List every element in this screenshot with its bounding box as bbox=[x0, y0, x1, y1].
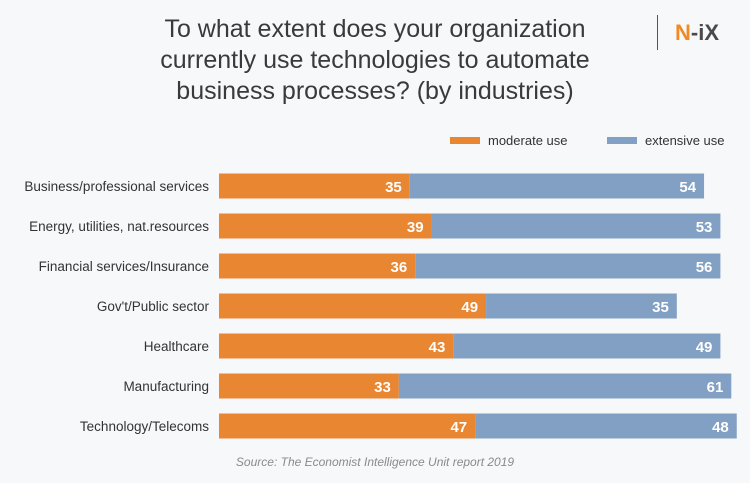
bar-moderate bbox=[219, 373, 399, 399]
bar-extensive bbox=[431, 213, 721, 239]
data-label: 49 bbox=[461, 299, 478, 316]
category-label: Manufacturing bbox=[123, 379, 209, 394]
data-label: 61 bbox=[707, 379, 724, 396]
bar-extensive bbox=[398, 373, 732, 399]
data-label: 56 bbox=[696, 259, 713, 276]
data-label: 49 bbox=[696, 339, 713, 356]
category-label: Business/professional services bbox=[24, 179, 209, 194]
logo-divider bbox=[657, 15, 658, 50]
bar-extensive bbox=[453, 333, 721, 359]
data-label: 36 bbox=[391, 259, 408, 276]
chart-title: To what extent does your organization cu… bbox=[160, 15, 590, 105]
bar-moderate bbox=[219, 253, 416, 279]
data-label: 33 bbox=[374, 379, 391, 396]
n-ix-logo: N-iX bbox=[675, 20, 720, 45]
category-label: Technology/Telecoms bbox=[80, 419, 209, 434]
bar-moderate bbox=[219, 173, 410, 199]
data-label: 54 bbox=[679, 179, 696, 196]
bar-extensive bbox=[415, 253, 721, 279]
bar-extensive bbox=[409, 173, 705, 199]
data-label: 39 bbox=[407, 219, 424, 236]
bar-extensive bbox=[475, 413, 737, 439]
source-note: Source: The Economist Intelligence Unit … bbox=[235, 455, 515, 469]
data-label: 53 bbox=[696, 219, 713, 236]
data-label: 35 bbox=[385, 179, 402, 196]
bar-moderate bbox=[219, 213, 432, 239]
legend-label-1: extensive use bbox=[645, 133, 725, 148]
data-label: 48 bbox=[712, 419, 729, 436]
bar-moderate bbox=[219, 413, 476, 439]
category-label: Healthcare bbox=[144, 339, 209, 354]
category-label: Gov't/Public sector bbox=[97, 299, 210, 314]
bar-moderate bbox=[219, 293, 487, 319]
bar-moderate bbox=[219, 333, 454, 359]
category-label: Financial services/Insurance bbox=[39, 259, 209, 274]
data-label: 47 bbox=[450, 419, 467, 436]
bar-extensive bbox=[486, 293, 677, 319]
data-label: 43 bbox=[429, 339, 446, 356]
legend-swatch-0 bbox=[450, 137, 480, 144]
data-label: 35 bbox=[652, 299, 669, 316]
legend-label-0: moderate use bbox=[488, 133, 568, 148]
category-label: Energy, utilities, nat.resources bbox=[29, 219, 209, 234]
legend-swatch-1 bbox=[607, 137, 637, 144]
